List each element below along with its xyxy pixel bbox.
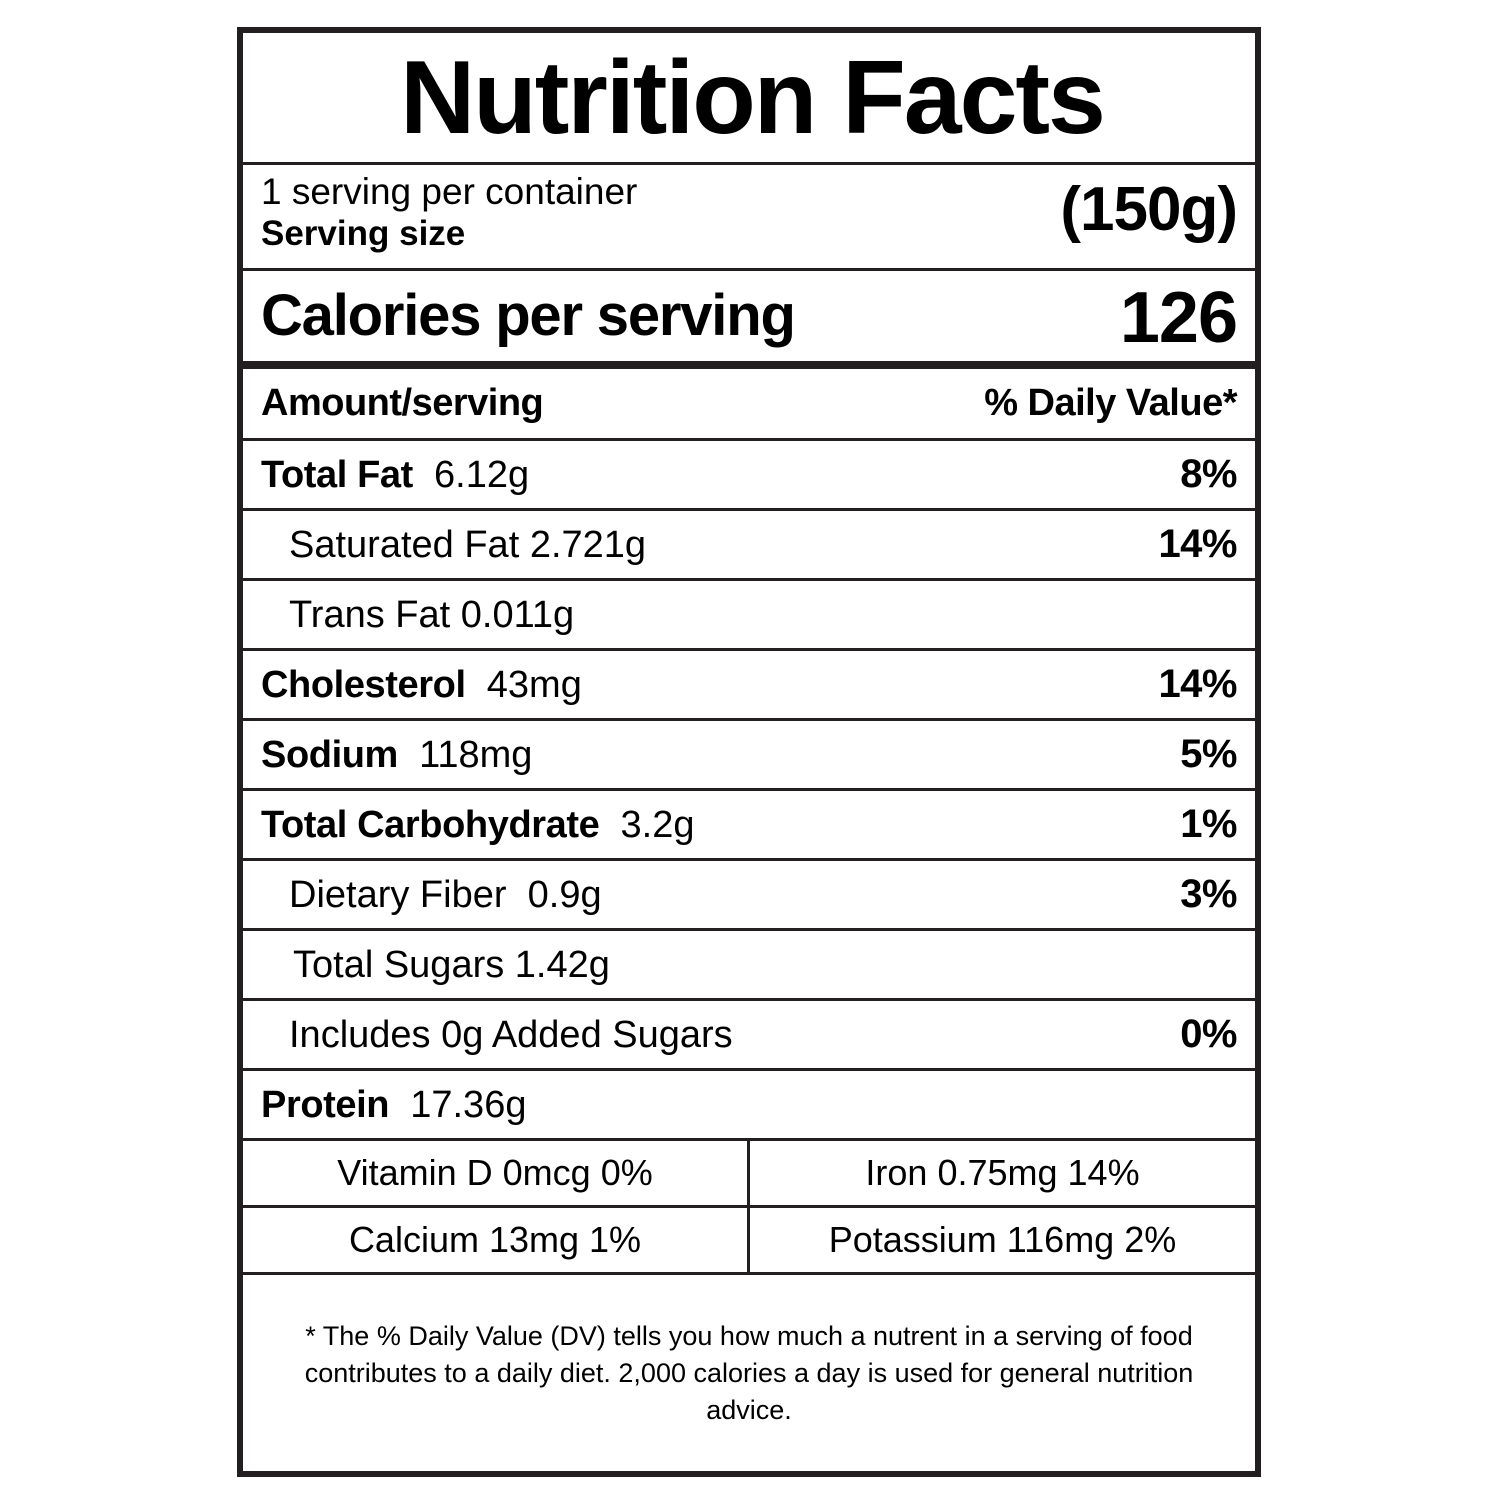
nutrient-label: Total Fat <box>261 453 413 496</box>
nutrient-name-saturated-fat: Saturated Fat 2.721g <box>261 523 646 567</box>
table-row: Sodium 118mg 5% <box>243 721 1255 791</box>
micronutrient-row-2: Calcium 13mg 1% Potassium 116mg 2% <box>243 1208 1255 1275</box>
micronutrient-potassium: Potassium 116mg 2% <box>828 1219 1177 1260</box>
nutrient-label: Dietary Fiber <box>289 873 507 916</box>
nutrient-amount: 0.9g <box>527 873 602 916</box>
nutrient-dv-saturated-fat: 14% <box>1158 522 1237 566</box>
nutrient-dv-sodium: 5% <box>1180 732 1237 776</box>
nutrient-label: Sodium <box>261 733 398 776</box>
micronutrient-calcium: Calcium 13mg 1% <box>243 1208 750 1272</box>
nutrient-label: Protein <box>261 1083 390 1126</box>
nutrient-amount: 2.721g <box>529 523 647 566</box>
nutrient-amount: 1.42g <box>514 943 610 986</box>
calories-label: Calories per serving <box>261 283 796 348</box>
micronutrient-iron: Iron 0.75mg 14% <box>865 1152 1140 1193</box>
nutrient-amount: 6.12g <box>434 453 530 496</box>
table-row: Total Sugars 1.42g <box>243 931 1255 1001</box>
nutrient-dv-cholesterol: 14% <box>1158 662 1237 706</box>
amount-dailyvalue-header: Amount/serving % Daily Value* <box>243 369 1255 441</box>
serving-size-label: Serving size <box>261 214 466 253</box>
nutrient-name-protein: Protein 17.36g <box>261 1083 526 1127</box>
table-row: Total Fat 6.12g 8% <box>243 441 1255 511</box>
calories-row: Calories per serving 126 <box>243 271 1255 369</box>
nutrient-dv-added-sugars: 0% <box>1180 1012 1237 1056</box>
daily-value-footnote: * The % Daily Value (DV) tells you how m… <box>304 1320 1194 1425</box>
nutrient-dv-dietary-fiber: 3% <box>1180 872 1237 916</box>
daily-value-header: % Daily Value* <box>984 382 1237 424</box>
table-row: Trans Fat 0.011g <box>243 581 1255 651</box>
table-row: Total Carbohydrate 3.2g 1% <box>243 791 1255 861</box>
nutrient-name-added-sugars: Includes 0g Added Sugars <box>261 1013 733 1057</box>
page-title: Nutrition Facts <box>400 39 1106 156</box>
nutrient-dv-total-fat: 8% <box>1180 452 1237 496</box>
table-row: Includes 0g Added Sugars 0% <box>243 1001 1255 1071</box>
nutrient-name-cholesterol: Cholesterol 43mg <box>261 663 582 707</box>
serving-size-amount: (150g) <box>1060 175 1238 244</box>
nutrient-label: Total Carbohydrate <box>261 803 600 846</box>
nutrient-label: Includes 0g Added Sugars <box>289 1013 733 1056</box>
nutrient-name-dietary-fiber: Dietary Fiber 0.9g <box>261 873 602 917</box>
table-row: Saturated Fat 2.721g 14% <box>243 511 1255 581</box>
nutrient-amount: 0.011g <box>460 593 575 636</box>
nutrient-label: Cholesterol <box>261 663 466 706</box>
nutrient-name-total-sugars: Total Sugars 1.42g <box>261 943 610 987</box>
serving-info-row: 1 serving per container Serving size (15… <box>243 165 1255 271</box>
nutrient-amount: 43mg <box>486 663 582 706</box>
nutrient-name-total-fat: Total Fat 6.12g <box>261 453 529 497</box>
table-row: Protein 17.36g <box>243 1071 1255 1141</box>
calories-value: 126 <box>1119 278 1238 358</box>
nutrient-amount: 17.36g <box>410 1083 527 1126</box>
nutrient-name-trans-fat: Trans Fat 0.011g <box>261 593 574 637</box>
amount-per-serving-header: Amount/serving <box>261 382 544 424</box>
label-title-row: Nutrition Facts <box>243 33 1255 165</box>
table-row: Dietary Fiber 0.9g 3% <box>243 861 1255 931</box>
nutrient-label: Total Sugars <box>293 943 505 986</box>
table-row: Cholesterol 43mg 14% <box>243 651 1255 721</box>
nutrient-amount: 3.2g <box>620 803 695 846</box>
micronutrient-vitamin-d: Vitamin D 0mcg 0% <box>243 1141 750 1205</box>
nutrient-dv-total-carbohydrate: 1% <box>1180 802 1237 846</box>
nutrient-amount: 118mg <box>419 733 533 776</box>
micronutrient-row-1: Vitamin D 0mcg 0% Iron 0.75mg 14% <box>243 1141 1255 1208</box>
nutrient-label: Saturated Fat <box>289 523 520 566</box>
nutrient-label: Trans Fat <box>289 593 451 636</box>
nutrient-name-sodium: Sodium 118mg <box>261 733 532 777</box>
footnote-section: * The % Daily Value (DV) tells you how m… <box>243 1275 1255 1471</box>
nutrient-name-total-carbohydrate: Total Carbohydrate 3.2g <box>261 803 694 847</box>
servings-per-container: 1 serving per container <box>261 171 638 212</box>
nutrition-facts-label: Nutrition Facts 1 serving per container … <box>237 27 1261 1477</box>
